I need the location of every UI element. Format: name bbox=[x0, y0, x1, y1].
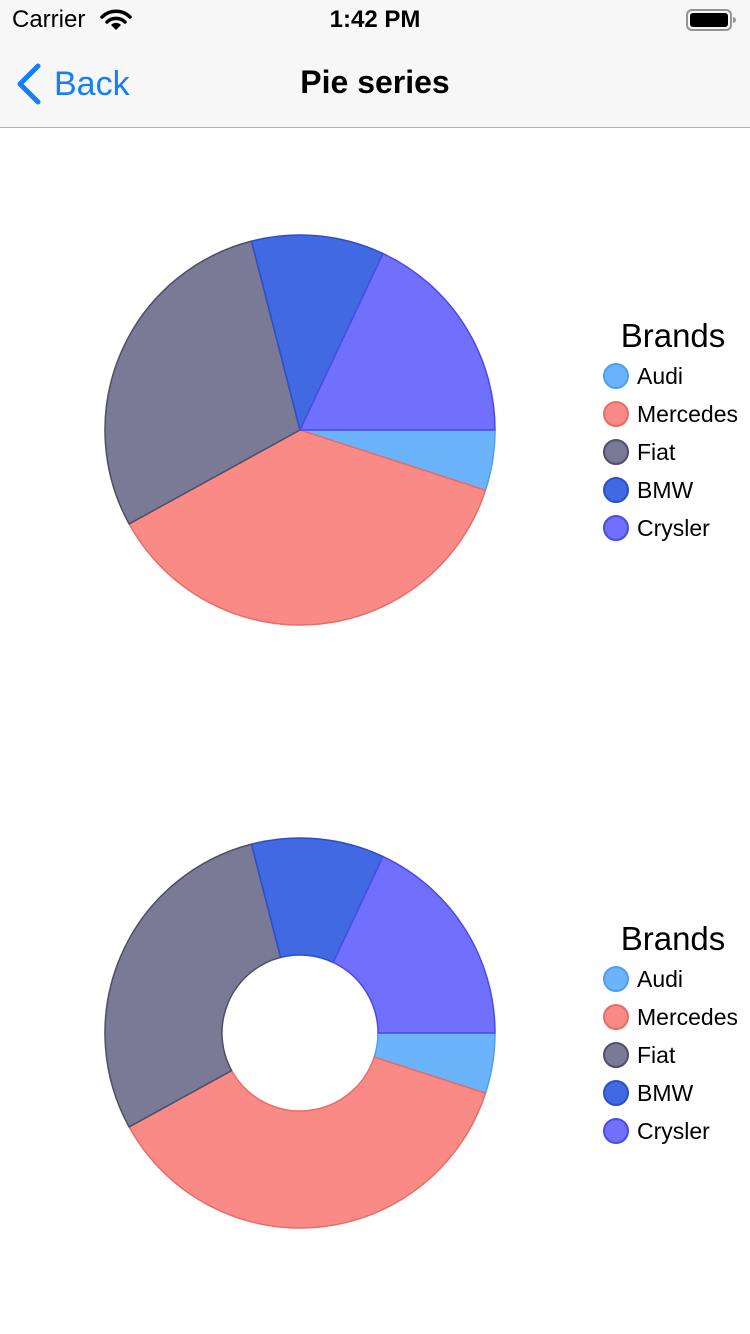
legend-label: Crysler bbox=[637, 1117, 710, 1144]
legend-swatch bbox=[603, 1004, 629, 1030]
legend-swatch bbox=[603, 1080, 629, 1106]
pie-chart-plot bbox=[104, 234, 496, 626]
legend-label: Fiat bbox=[637, 1041, 676, 1068]
legend-label: BMW bbox=[637, 1079, 694, 1106]
legend-swatch bbox=[603, 1118, 629, 1144]
slice-crysler[interactable] bbox=[299, 252, 496, 431]
legend-item-audi[interactable]: Audi bbox=[603, 960, 750, 998]
legend-swatch bbox=[603, 515, 629, 541]
status-time: 1:42 PM bbox=[329, 6, 421, 33]
back-label: Back bbox=[54, 64, 130, 103]
legend-item-mercedes[interactable]: Mercedes bbox=[603, 998, 750, 1036]
legend-swatch bbox=[603, 401, 629, 427]
legend-item-fiat[interactable]: Fiat bbox=[603, 433, 750, 471]
donut-chart: Brands Audi Mercedes Fiat BMW Crysler bbox=[0, 733, 750, 1333]
wifi-icon bbox=[100, 9, 132, 30]
pie-chart: Brands Audi Mercedes Fiat BMW Crysler bbox=[0, 130, 750, 730]
chevron-left-icon bbox=[17, 63, 41, 105]
legend-label: Audi bbox=[637, 362, 684, 389]
legend-item-bmw[interactable]: BMW bbox=[603, 471, 750, 509]
back-button[interactable]: Back bbox=[14, 62, 130, 106]
battery-icon bbox=[686, 9, 736, 31]
legend-label: Mercedes bbox=[637, 400, 738, 427]
legend-swatch bbox=[603, 966, 629, 992]
legend-swatch bbox=[603, 439, 629, 465]
slice-crysler[interactable] bbox=[332, 855, 496, 1034]
slice-fiat[interactable] bbox=[104, 240, 301, 525]
legend-title: Brands bbox=[620, 920, 726, 957]
legend-title: Brands bbox=[620, 317, 726, 354]
navigation-bar: Back Pie series bbox=[0, 40, 750, 128]
legend-item-audi[interactable]: Audi bbox=[603, 357, 750, 395]
legend-label: BMW bbox=[637, 476, 694, 503]
carrier-label: Carrier bbox=[12, 6, 86, 33]
chart-legend: Brands Audi Mercedes Fiat BMW Crysler bbox=[603, 918, 750, 1150]
legend-label: Audi bbox=[637, 965, 684, 992]
slice-mercedes[interactable] bbox=[128, 429, 487, 626]
page-title: Pie series bbox=[300, 64, 450, 100]
legend-label: Crysler bbox=[637, 514, 710, 541]
legend-swatch bbox=[603, 1042, 629, 1068]
legend-item-fiat[interactable]: Fiat bbox=[603, 1036, 750, 1074]
slice-fiat[interactable] bbox=[104, 843, 282, 1128]
legend-swatch bbox=[603, 363, 629, 389]
legend-label: Fiat bbox=[637, 438, 676, 465]
status-bar: Carrier 1:42 PM bbox=[0, 0, 750, 40]
donut-chart-plot bbox=[104, 837, 496, 1229]
legend-label: Mercedes bbox=[637, 1003, 738, 1030]
legend-item-bmw[interactable]: BMW bbox=[603, 1074, 750, 1112]
slice-bmw[interactable] bbox=[250, 234, 384, 431]
legend-item-crysler[interactable]: Crysler bbox=[603, 1112, 750, 1150]
chart-legend: Brands Audi Mercedes Fiat BMW Crysler bbox=[603, 315, 750, 547]
legend-item-mercedes[interactable]: Mercedes bbox=[603, 395, 750, 433]
slice-mercedes[interactable] bbox=[128, 1056, 487, 1229]
slice-bmw[interactable] bbox=[250, 837, 384, 964]
legend-item-crysler[interactable]: Crysler bbox=[603, 509, 750, 547]
legend-swatch bbox=[603, 477, 629, 503]
